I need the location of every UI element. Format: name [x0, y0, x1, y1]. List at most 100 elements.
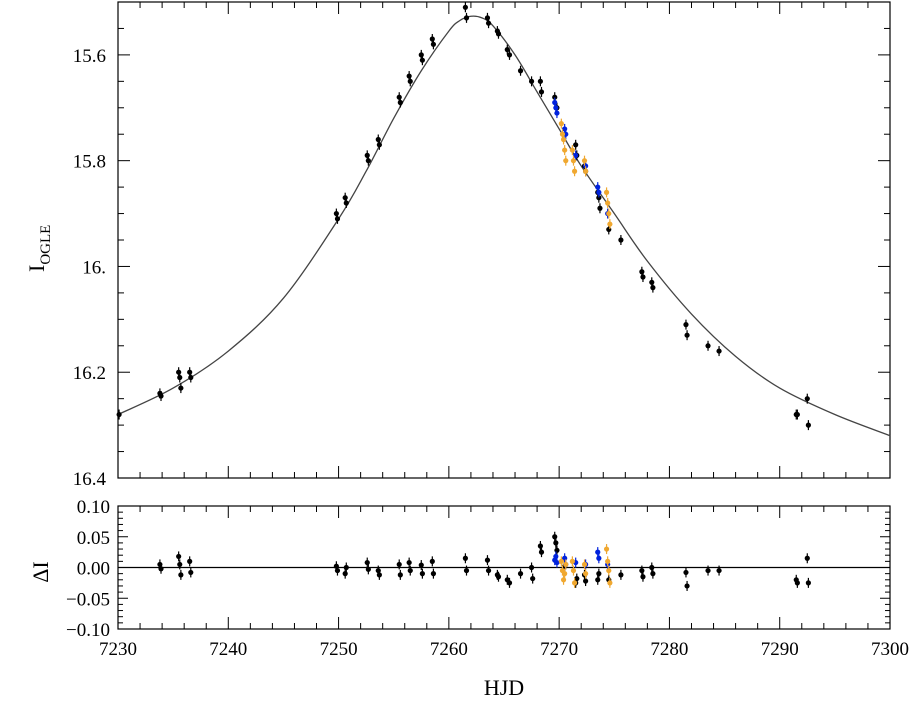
light-curve-point [334, 216, 341, 222]
light-curve-point [560, 136, 567, 143]
light-curve-point [606, 226, 612, 233]
residual-point [528, 564, 535, 571]
residual-point [406, 559, 412, 566]
bottom-y-tick-label: 0.00 [77, 559, 110, 580]
light-curve-point [375, 136, 381, 143]
residual-point [558, 558, 564, 564]
y-axis-title-subscript: OGLE [38, 225, 54, 265]
x-tick-label: 7240 [209, 639, 247, 660]
light-curve-point [552, 94, 558, 100]
model-curve-group [117, 15, 891, 437]
light-curve-point [429, 36, 435, 42]
residual-point [569, 558, 575, 564]
x-axis-title: HJD [484, 675, 524, 700]
residual-point [683, 569, 689, 576]
x-tick-label: 7230 [99, 639, 137, 660]
model-curve [117, 15, 891, 437]
light-curve-point [364, 152, 370, 158]
light-curve-point [418, 52, 424, 58]
top-data-points [116, 2, 811, 431]
residual-point [364, 559, 370, 566]
residual-point [606, 567, 612, 574]
residual-point [429, 558, 435, 564]
light-curve-point [187, 369, 193, 375]
residual-point [571, 580, 578, 586]
light-curve-point [794, 411, 800, 418]
light-curve-point [396, 94, 402, 100]
residual-point [554, 547, 560, 553]
light-curve-point [176, 369, 182, 375]
light-curve-point [554, 110, 560, 116]
light-curve-point [571, 168, 578, 174]
residual-point [649, 564, 655, 571]
light-curve-point [583, 168, 589, 174]
y-axis-title-residual: ΔI [28, 561, 53, 582]
top-y-tick-label: 15.6 [73, 46, 106, 67]
residual-point [517, 571, 524, 577]
light-curve-point [419, 57, 425, 63]
light-curve-point [716, 348, 722, 354]
residual-point [187, 558, 193, 564]
residual-point [650, 571, 656, 577]
light-curve-point [342, 195, 348, 201]
light-curve-point [804, 396, 810, 402]
residual-point [376, 572, 382, 578]
x-tick-label: 7300 [871, 639, 909, 660]
residual-point [595, 549, 601, 555]
light-curve-point [517, 68, 524, 74]
light-curve-point [188, 374, 194, 381]
light-curve-point [606, 210, 612, 217]
light-curve-point [365, 158, 371, 164]
residual-point [334, 567, 341, 574]
residual-point [805, 580, 811, 586]
residual-point [553, 540, 559, 546]
residual-point [563, 561, 569, 568]
light-curve-point [177, 374, 183, 381]
residual-point [574, 575, 580, 582]
light-curve-point [406, 73, 412, 79]
light-curve-point [597, 205, 603, 211]
residual-point [365, 566, 371, 572]
light-curve-point [573, 142, 579, 148]
residual-point [419, 571, 425, 577]
light-curve-point [553, 105, 559, 111]
residual-point [607, 580, 613, 586]
top-y-tick-label: 15.8 [73, 152, 106, 173]
light-curve-point [158, 393, 164, 399]
light-curve-point [407, 78, 413, 84]
residual-point [188, 569, 194, 576]
light-curve-point [506, 52, 513, 58]
top-axis-ticks: 15.6 15.8 16. 16.2 16.4 [73, 1, 891, 490]
residual-point [396, 561, 402, 568]
residual-point [430, 571, 437, 577]
light-curve-point [569, 147, 575, 153]
light-curve-point [563, 158, 569, 164]
x-tick-label: 7250 [320, 639, 358, 660]
residual-point [618, 572, 624, 578]
light-curve-point [495, 31, 502, 37]
residual-point [583, 571, 589, 577]
residual-point [684, 583, 690, 589]
light-curve-point [683, 322, 689, 328]
light-curve-point [397, 99, 403, 106]
residual-point [595, 577, 601, 583]
residual-point [343, 564, 349, 571]
residual-point [538, 549, 545, 555]
light-curve-point [552, 99, 558, 106]
residual-point [462, 555, 468, 561]
residual-point [705, 567, 711, 574]
y-axis-title-magnitude: IOGLE [24, 225, 54, 272]
bottom-y-tick-label: 0.05 [77, 528, 110, 549]
residual-point [495, 574, 502, 580]
residual-point [583, 578, 589, 584]
residual-point [640, 574, 646, 580]
x-tick-label: 7290 [761, 639, 799, 660]
light-curve-point [596, 195, 602, 201]
residual-point [552, 534, 558, 540]
residual-point [506, 580, 513, 586]
light-curve-point [596, 189, 602, 195]
residual-point [596, 571, 602, 577]
y-axis-title-main: I [24, 265, 49, 272]
